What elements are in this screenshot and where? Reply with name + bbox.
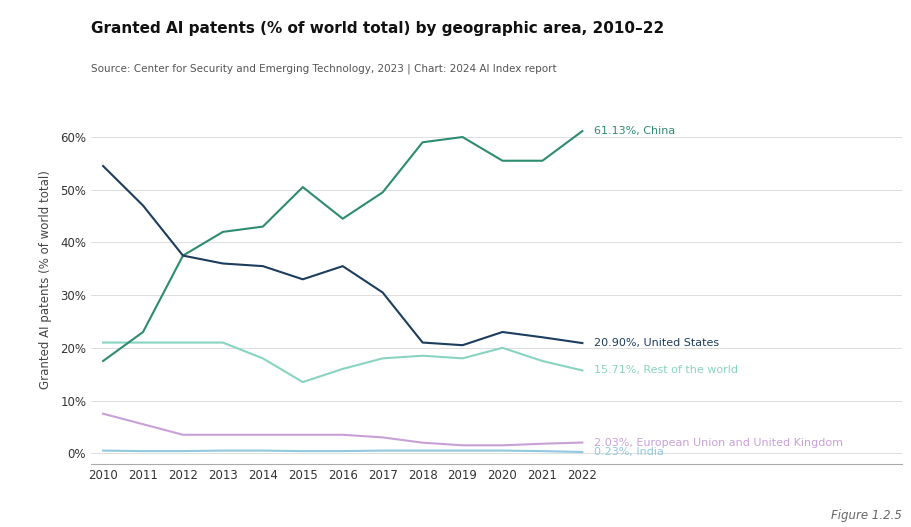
Text: Source: Center for Security and Emerging Technology, 2023 | Chart: 2024 AI Index: Source: Center for Security and Emerging… bbox=[91, 63, 557, 74]
Text: 2.03%, European Union and United Kingdom: 2.03%, European Union and United Kingdom bbox=[594, 437, 844, 447]
Text: Figure 1.2.5: Figure 1.2.5 bbox=[831, 509, 902, 522]
Text: 0.23%, India: 0.23%, India bbox=[594, 447, 664, 457]
Text: 20.90%, United States: 20.90%, United States bbox=[594, 338, 720, 348]
Text: 61.13%, China: 61.13%, China bbox=[594, 126, 676, 136]
Text: Granted AI patents (% of world total) by geographic area, 2010–22: Granted AI patents (% of world total) by… bbox=[91, 21, 664, 36]
Text: 15.71%, Rest of the world: 15.71%, Rest of the world bbox=[594, 365, 738, 375]
Y-axis label: Granted AI patents (% of world total): Granted AI patents (% of world total) bbox=[39, 170, 52, 389]
